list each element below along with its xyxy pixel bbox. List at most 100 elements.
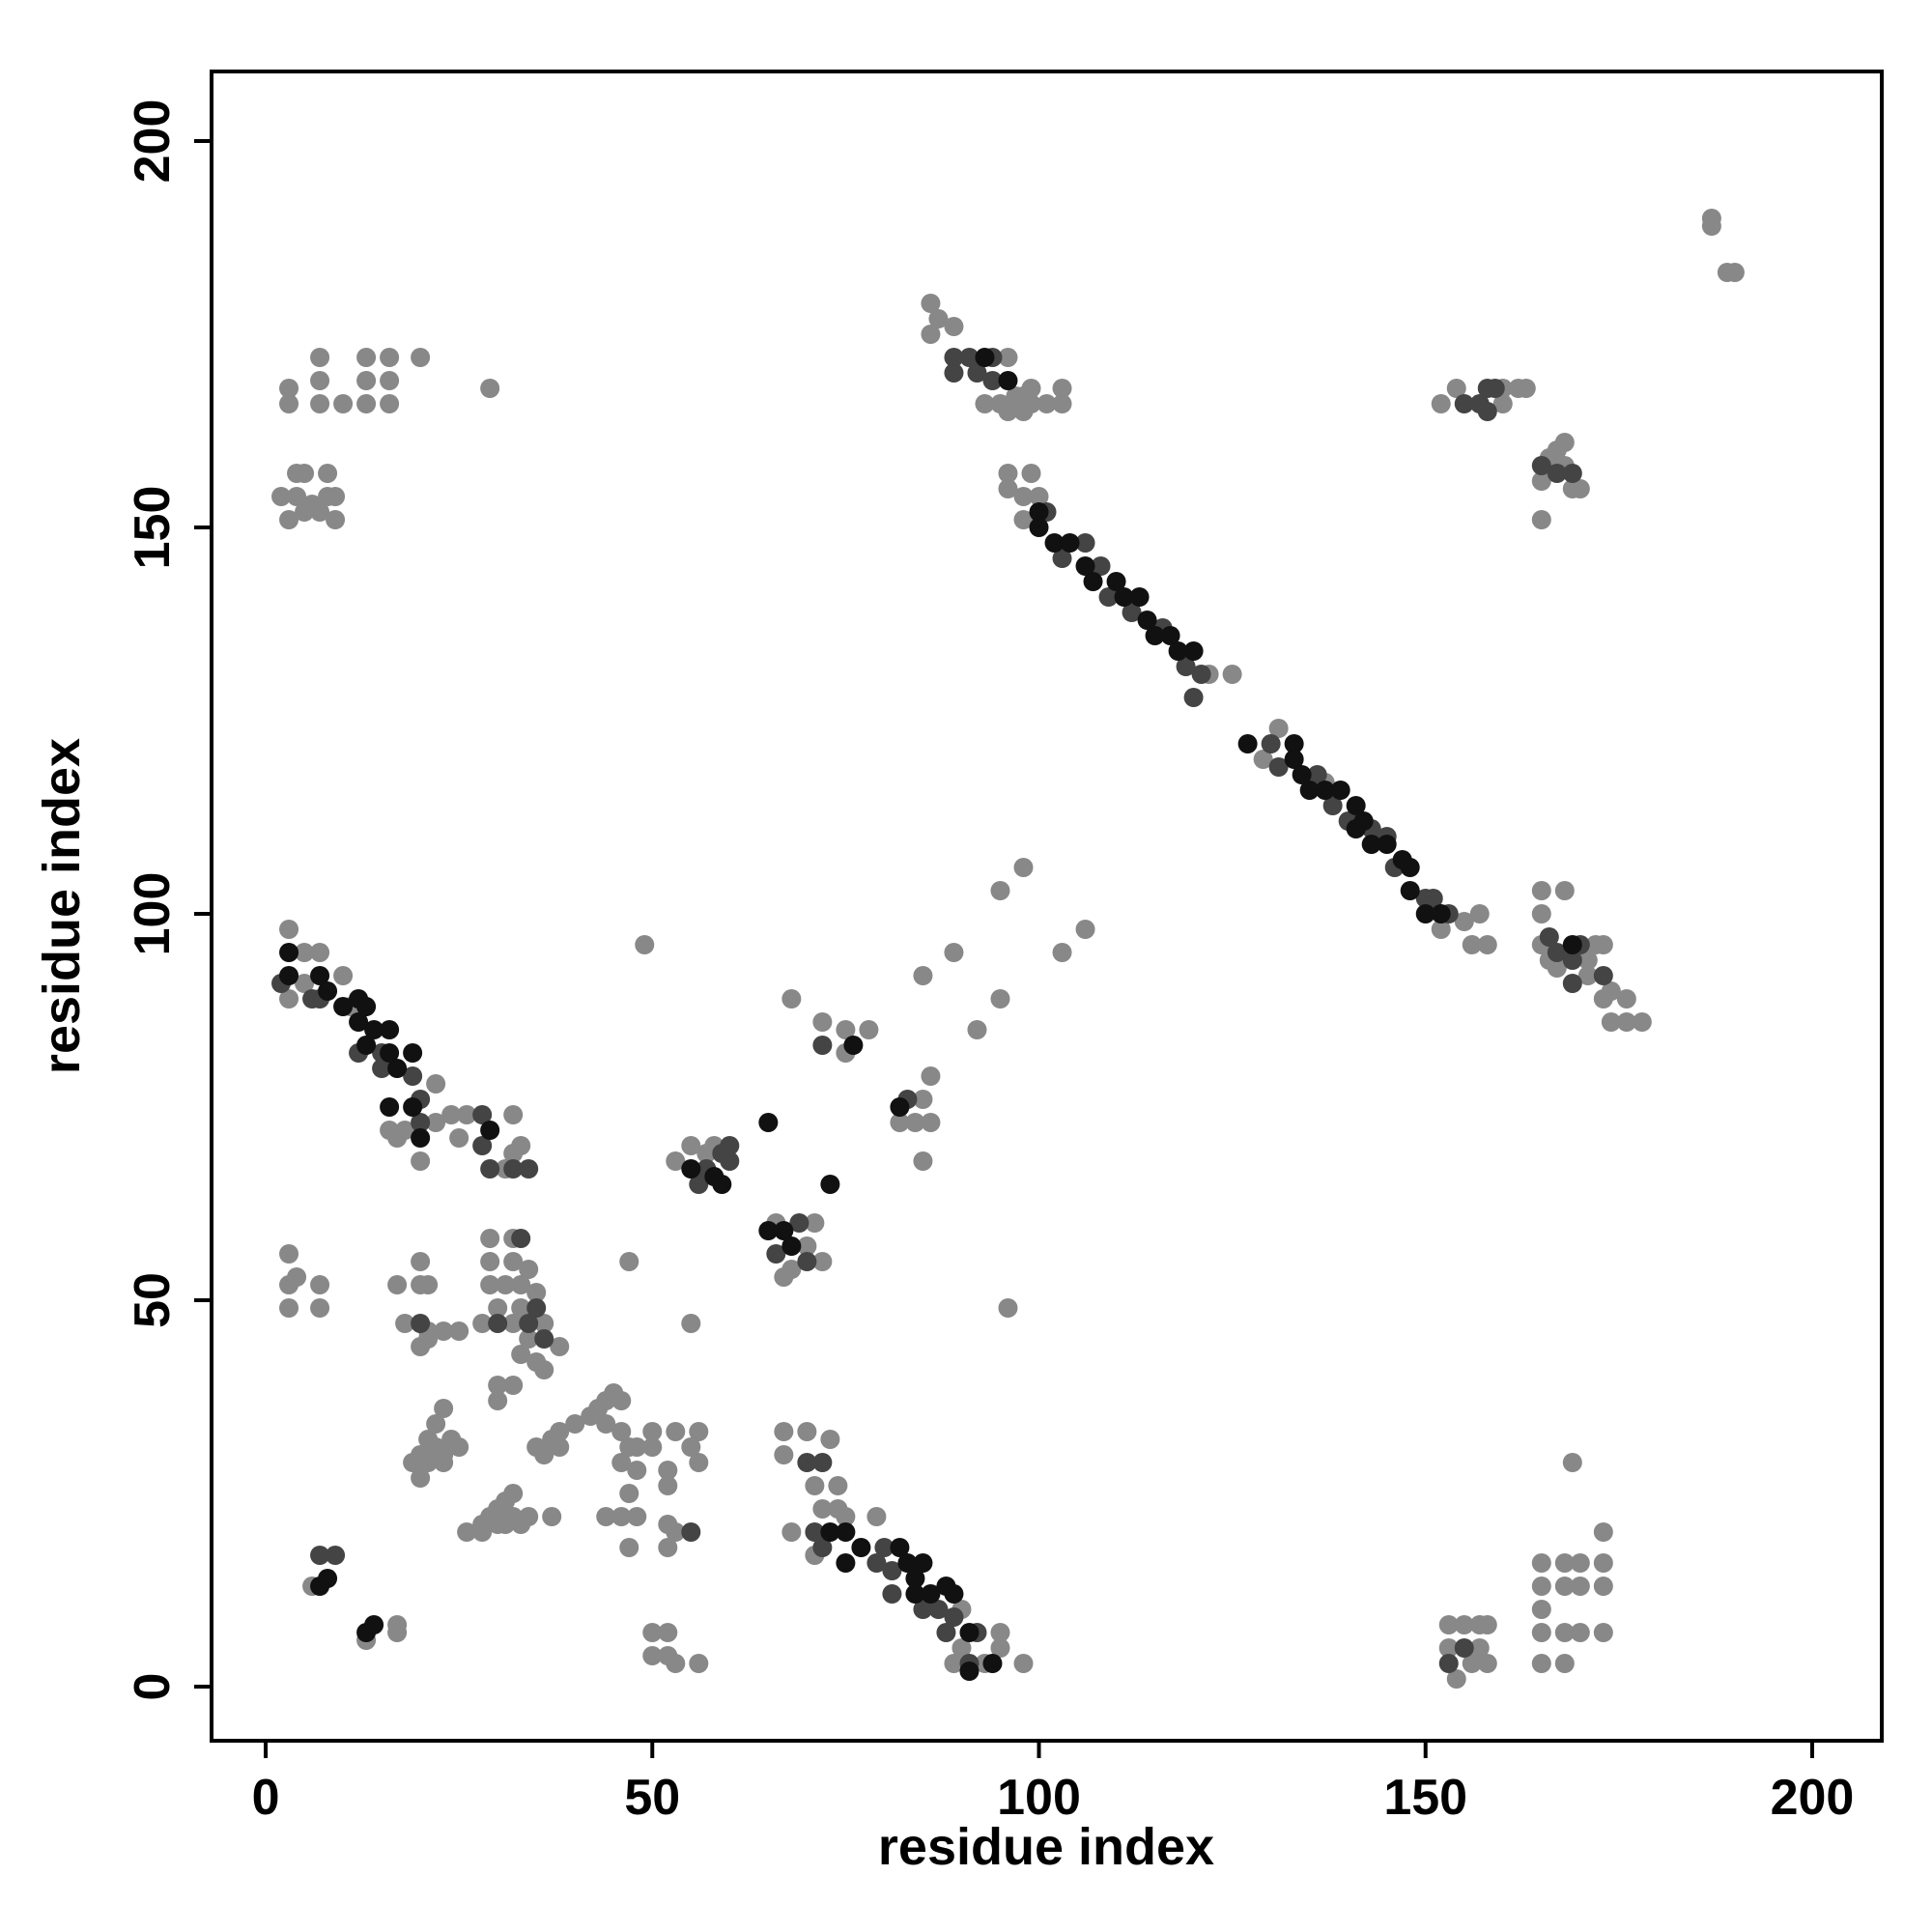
contact-point [1570, 1623, 1590, 1642]
contact-point [356, 371, 377, 390]
contact-point [380, 1020, 400, 1039]
contact-point [380, 348, 400, 367]
contact-point [1593, 1577, 1613, 1596]
contact-point [403, 1066, 423, 1086]
contact-point [781, 1522, 802, 1542]
contact-point [774, 1422, 794, 1441]
contact-point [1469, 904, 1490, 923]
contact-point [519, 1507, 539, 1526]
contact-point [534, 1329, 554, 1349]
contact-point [511, 1136, 531, 1155]
contact-point [550, 1422, 570, 1441]
contact-point [449, 1128, 469, 1148]
contact-point [781, 989, 802, 1009]
contact-point [867, 1507, 887, 1526]
contact-point [928, 309, 949, 328]
contact-point [1577, 966, 1598, 985]
contact-point [774, 1445, 794, 1464]
contact-point [1593, 935, 1613, 954]
contact-point [1438, 1615, 1459, 1634]
contact-point [1423, 889, 1443, 908]
contact-point [1284, 734, 1304, 753]
contact-point [820, 1522, 840, 1542]
contact-point [503, 1484, 524, 1503]
contact-point [480, 1275, 500, 1294]
contact-point [642, 1646, 663, 1665]
contact-point [812, 1499, 833, 1519]
contact-point [921, 294, 941, 313]
y-axis-title: residue index [33, 738, 91, 1074]
contact-point [387, 1623, 408, 1642]
contact-point [635, 935, 655, 954]
contact-point [1168, 641, 1188, 661]
x-tick-label: 200 [1771, 1770, 1855, 1826]
contact-point [434, 1399, 454, 1418]
contact-point [503, 1159, 524, 1179]
contact-point [998, 402, 1018, 421]
contact-point [279, 394, 299, 413]
x-tick-label: 0 [252, 1770, 280, 1826]
contact-point [975, 394, 995, 413]
contact-point [712, 1175, 732, 1194]
contact-point [689, 1453, 709, 1472]
contact-point [395, 1121, 415, 1140]
contact-point [1531, 510, 1551, 529]
contact-point [295, 943, 315, 962]
contact-point [882, 1584, 902, 1604]
contact-point [1322, 796, 1343, 815]
contact-point [1531, 456, 1551, 475]
contact-point [859, 1020, 879, 1039]
contact-point [1516, 379, 1536, 398]
contact-point [1021, 379, 1041, 398]
contact-point [1601, 1012, 1621, 1032]
contact-point [596, 1507, 616, 1526]
contact-point [1554, 1577, 1575, 1596]
contact-point [310, 1275, 330, 1294]
contact-point [426, 1113, 446, 1132]
contact-point [380, 1121, 400, 1140]
contact-point [882, 1561, 902, 1580]
contact-point [1531, 1654, 1551, 1673]
contact-point [488, 1391, 508, 1410]
contact-point [364, 1020, 384, 1039]
contact-point [372, 1059, 392, 1078]
contact-point [774, 1267, 794, 1287]
contact-point [449, 1437, 469, 1457]
contact-point [503, 1314, 524, 1333]
contact-point [503, 1376, 524, 1395]
contact-point [1531, 881, 1551, 900]
contact-point [797, 1236, 817, 1256]
contact-point [959, 1623, 980, 1642]
contact-point [1330, 781, 1350, 800]
contact-point [681, 1522, 701, 1542]
contact-point [426, 1074, 446, 1094]
contact-point [472, 1105, 493, 1124]
contact-point [1037, 394, 1057, 413]
contact-point [1315, 781, 1335, 800]
contact-point [1492, 394, 1513, 413]
contact-point [295, 464, 315, 483]
contact-point [1547, 943, 1567, 962]
contact-point [1477, 935, 1497, 954]
contact-point [380, 394, 400, 413]
contact-point [758, 1221, 779, 1240]
contact-point [913, 1600, 933, 1619]
contact-point [1075, 556, 1095, 576]
contact-point [279, 943, 299, 962]
contact-point [619, 1538, 639, 1557]
contact-point [1570, 1577, 1590, 1596]
contact-point [1415, 904, 1435, 923]
contact-point [658, 1461, 678, 1480]
contact-point [1531, 1623, 1551, 1642]
contact-point [812, 1538, 833, 1557]
contact-point [1477, 402, 1497, 421]
contact-point [642, 1623, 663, 1642]
contact-point [766, 1244, 786, 1264]
contact-point [944, 1584, 964, 1604]
contact-point [998, 348, 1018, 367]
contact-point [1454, 1638, 1474, 1658]
contact-point [411, 1314, 431, 1333]
contact-point [511, 1345, 531, 1364]
contact-point [411, 1252, 431, 1271]
contact-point [480, 1159, 500, 1179]
